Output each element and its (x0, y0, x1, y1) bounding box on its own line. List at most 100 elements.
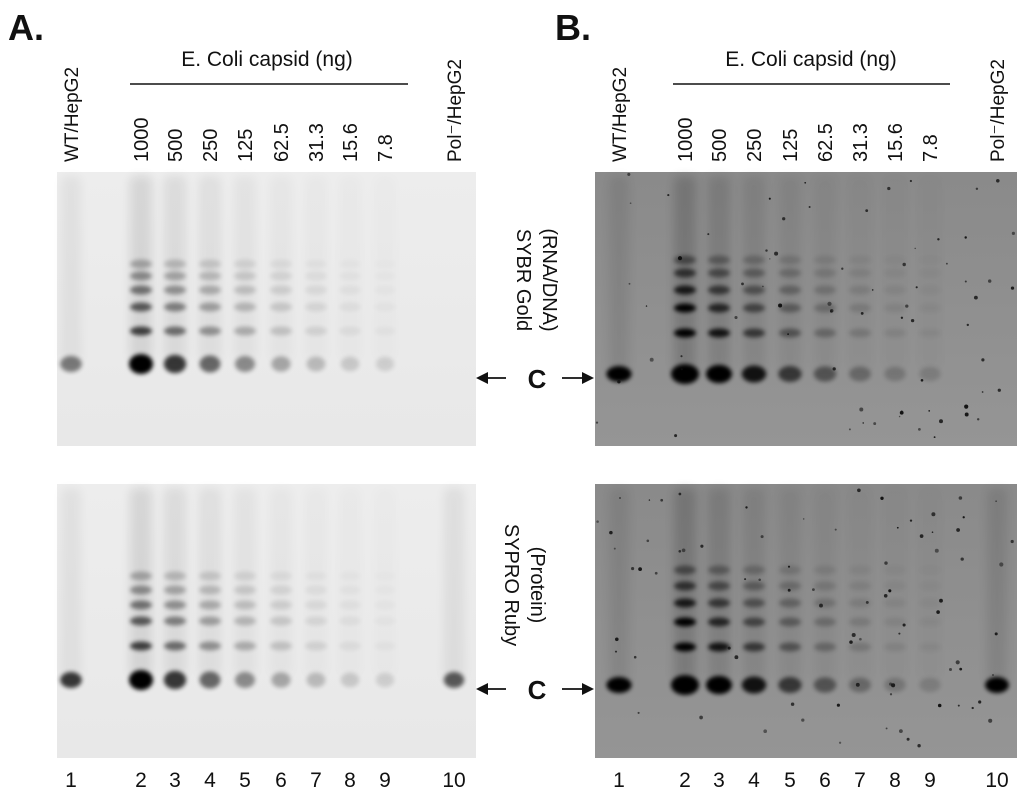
ladder-band (708, 581, 730, 591)
lane-label: 31.3 (850, 123, 872, 162)
lane-label: 15.6 (885, 123, 907, 162)
speckle (619, 497, 621, 499)
speckle (638, 567, 642, 571)
lane-number: 1 (613, 769, 625, 792)
capsid-band (606, 366, 632, 382)
ladder-band (743, 617, 765, 627)
ladder-band (270, 285, 292, 295)
speckle (920, 378, 924, 382)
ladder-band (674, 268, 696, 278)
ladder-band (234, 259, 256, 269)
ladder-band (234, 571, 256, 581)
capsid-band (199, 671, 221, 689)
ladder-band (305, 585, 327, 595)
speckle (994, 632, 998, 636)
gel-a-sypro (57, 484, 476, 758)
lane-smear (609, 176, 629, 374)
capsid-band (985, 677, 1009, 693)
ladder-band (305, 271, 327, 281)
ladder-band (199, 271, 221, 281)
ladder-band (674, 255, 696, 265)
ladder-band (919, 642, 941, 652)
speckle (645, 305, 648, 307)
ladder-band (164, 571, 186, 581)
ladder-band (814, 328, 836, 338)
ladder-band (814, 285, 836, 295)
speckle (851, 632, 856, 638)
speckle (804, 181, 807, 184)
ladder-band (270, 302, 292, 312)
speckle (957, 704, 960, 707)
capsid-band (884, 366, 906, 382)
stain-label-sypro-name: SYPRO Ruby (500, 524, 522, 646)
speckle (931, 512, 936, 517)
speckle (678, 549, 682, 553)
ladder-band (884, 268, 906, 278)
lane-label: 1000 (131, 118, 153, 163)
speckle (677, 256, 683, 261)
band-marker-label: C (528, 364, 547, 394)
lane-number: 9 (924, 769, 936, 792)
speckle (778, 303, 783, 308)
speckle (964, 412, 969, 417)
capsid-band (306, 356, 326, 372)
speckle (769, 258, 771, 260)
speckle (741, 282, 744, 286)
ladder-band (234, 326, 256, 336)
ladder-band (779, 642, 801, 652)
speckle (745, 506, 748, 509)
speckle (680, 355, 683, 358)
speckle (949, 668, 952, 671)
ladder-band (270, 271, 292, 281)
ladder-band (164, 600, 186, 610)
capsid-band (234, 355, 256, 373)
speckle (933, 436, 936, 439)
ladder-band (884, 642, 906, 652)
gel-bands (606, 488, 1009, 695)
speckle (802, 518, 805, 520)
speckle (829, 309, 834, 313)
ladder-band (199, 302, 221, 312)
ladder-band (305, 600, 327, 610)
capsid-band (741, 676, 767, 694)
speckle (885, 727, 888, 730)
speckle (936, 610, 940, 614)
ladder-band (708, 565, 730, 575)
gel-b-sybr (595, 172, 1017, 446)
left-arrow-icon (476, 372, 488, 384)
speckle (905, 304, 909, 308)
speckle (617, 380, 621, 384)
speckle (760, 535, 764, 539)
speckle (649, 357, 654, 362)
speckle (956, 528, 960, 532)
speckle (966, 323, 969, 327)
ladder-band (130, 271, 152, 281)
ladder-band (743, 268, 765, 278)
lane-label: Pol⁻/HepG2 (445, 59, 466, 162)
speckle (832, 367, 836, 371)
speckle (976, 418, 980, 421)
ladder-band (270, 326, 292, 336)
speckle (812, 588, 815, 591)
ladder-band (814, 642, 836, 652)
speckle (995, 500, 997, 503)
ladder-band (305, 285, 327, 295)
ladder-band (814, 255, 836, 265)
ladder-band (130, 302, 152, 312)
ladder-band (814, 268, 836, 278)
speckle (975, 187, 979, 191)
speckle (680, 368, 683, 371)
ladder-band (199, 616, 221, 626)
speckle (960, 557, 964, 561)
ladder-band (339, 586, 361, 595)
speckle (646, 539, 650, 543)
speckle (937, 703, 942, 708)
speckle (999, 562, 1004, 567)
ladder-band (743, 642, 765, 652)
speckle (896, 526, 899, 529)
ladder-band (849, 565, 871, 575)
ladder-band (270, 259, 292, 269)
gel-background (595, 484, 1017, 758)
speckle (862, 422, 864, 424)
speckle (596, 520, 599, 523)
